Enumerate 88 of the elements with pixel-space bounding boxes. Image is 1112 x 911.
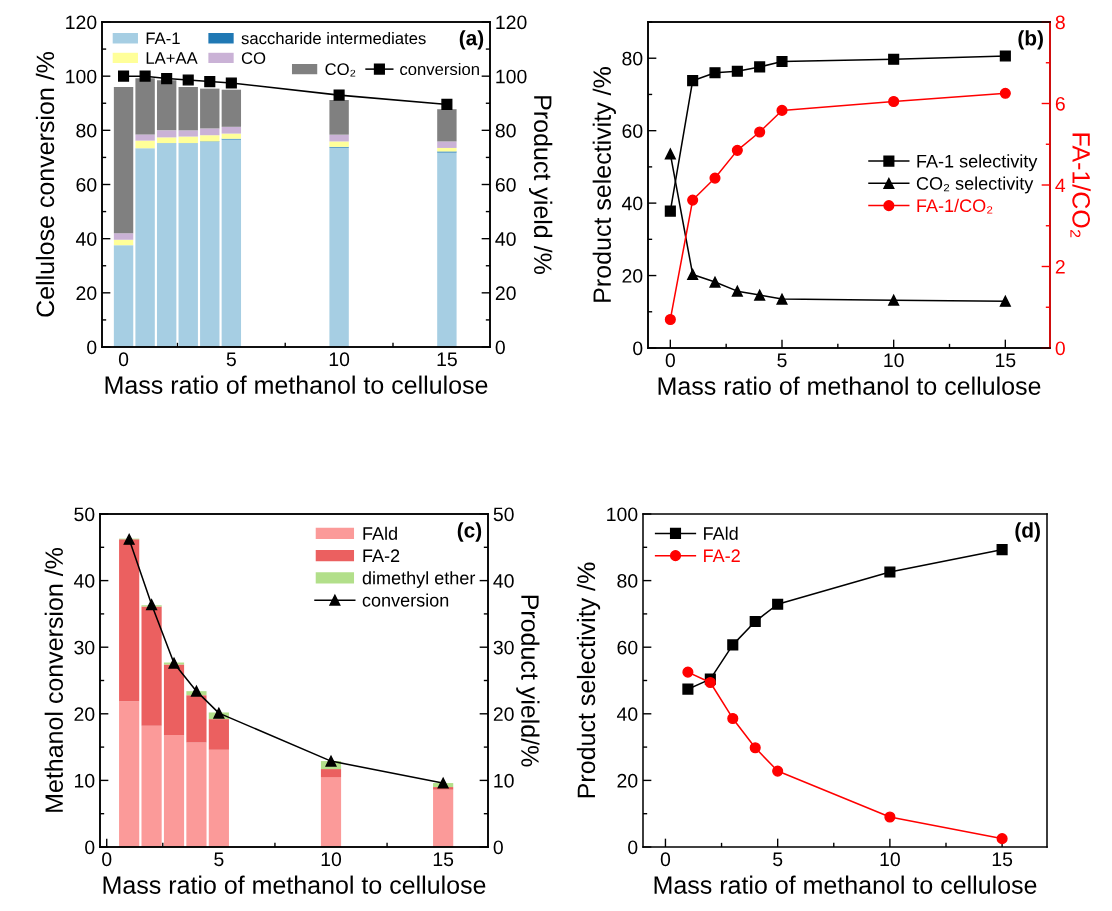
x-tick-label: 10 xyxy=(329,352,350,367)
x-tick-label: 5 xyxy=(777,353,787,368)
x-tick-label: 5 xyxy=(773,852,783,867)
y-tick-label: 100 xyxy=(66,69,97,84)
y2-tick-label: 0 xyxy=(1055,341,1065,356)
annotation: (c) xyxy=(457,522,482,542)
x-tick-label: 10 xyxy=(880,852,900,867)
x-axis-title: Mass ratio of methanol to cellulose xyxy=(105,375,488,394)
x-tick-label: 15 xyxy=(992,852,1013,867)
x-tick-label: 0 xyxy=(665,353,675,368)
legend-label: FAld xyxy=(704,526,738,540)
x-tick-label: 0 xyxy=(660,852,671,867)
y2-tick-label: 0 xyxy=(493,840,503,855)
y-tick-label: 60 xyxy=(622,124,643,138)
y-tick-label: 0 xyxy=(87,340,97,355)
x-tick-label: 10 xyxy=(321,852,342,867)
legend-label: conversion xyxy=(362,593,449,607)
y-tick-label: 40 xyxy=(616,707,638,722)
y2-axis-title: Product yield /% xyxy=(529,96,553,274)
legend-label: conversion xyxy=(400,62,479,76)
y-tick-label: 30 xyxy=(74,640,95,655)
legend-label: dimethyl ether xyxy=(362,571,476,588)
legend-label: FA-2 xyxy=(704,549,740,562)
y-tick-label: 0 xyxy=(628,840,638,855)
x-tick-label: 10 xyxy=(884,353,904,368)
y-tick-label: 20 xyxy=(74,707,95,722)
legend-label: FA-1 xyxy=(146,32,180,45)
y2-tick-label: 2 xyxy=(1055,259,1065,274)
y-tick-label: 40 xyxy=(621,196,643,211)
y2-tick-label: 8 xyxy=(1055,15,1065,30)
x-axis-title: Mass ratio of methanol to cellulose xyxy=(658,376,1041,395)
y2-tick-label: 40 xyxy=(493,574,514,588)
y2-tick-label: 20 xyxy=(493,707,514,722)
legend-label: FA-1/CO₂ xyxy=(917,198,993,214)
y-axis-title: Methanol conversion /% xyxy=(44,547,64,812)
y-tick-label: 0 xyxy=(633,341,643,356)
annotation: (a) xyxy=(459,30,484,50)
x-tick-label: 15 xyxy=(437,352,457,367)
x-tick-label: 15 xyxy=(996,353,1016,368)
legend-label: CO xyxy=(241,52,266,64)
y2-tick-label: 0 xyxy=(495,340,505,355)
y2-tick-label: 80 xyxy=(495,123,516,138)
legend-label: LA+AA xyxy=(146,52,198,64)
y2-tick-label: 10 xyxy=(494,773,514,788)
y2-tick-label: 100 xyxy=(496,69,527,84)
x-tick-label: 5 xyxy=(226,352,236,367)
legend-label: CO₂ xyxy=(325,63,356,77)
y2-tick-label: 4 xyxy=(1055,178,1066,193)
y2-tick-label: 50 xyxy=(493,507,514,522)
y-axis-title: Product selectivity /% xyxy=(576,562,601,798)
y-tick-label: 60 xyxy=(617,640,638,655)
x-tick-label: 0 xyxy=(102,852,112,867)
legend-label: CO₂ selectivity xyxy=(916,176,1034,194)
legend-label: saccharide intermediates xyxy=(241,32,426,45)
x-tick-label: 15 xyxy=(433,852,454,867)
y2-tick-label: 60 xyxy=(495,177,516,192)
y-tick-label: 40 xyxy=(73,574,95,588)
y-tick-label: 20 xyxy=(622,269,643,283)
y-tick-label: 20 xyxy=(76,286,97,301)
legend-label: FAld xyxy=(363,526,397,540)
legend-label: FA-2 xyxy=(363,549,400,562)
x-tick-label: 0 xyxy=(118,352,129,367)
y-tick-label: 100 xyxy=(607,507,638,522)
y2-tick-label: 40 xyxy=(495,232,516,246)
y2-tick-label: 120 xyxy=(496,15,527,30)
y-tick-label: 80 xyxy=(617,574,638,588)
annotation: (d) xyxy=(1015,522,1040,542)
y-tick-label: 60 xyxy=(76,177,97,192)
y-tick-label: 80 xyxy=(76,123,97,138)
y-tick-label: 40 xyxy=(75,232,97,246)
x-axis-title: Mass ratio of methanol to cellulose xyxy=(654,875,1037,894)
y-tick-label: 80 xyxy=(622,51,643,66)
x-tick-label: 5 xyxy=(214,852,224,867)
y2-tick-label: 30 xyxy=(493,640,514,655)
y2-axis-title: Product yield/% xyxy=(516,595,540,767)
y-tick-label: 10 xyxy=(75,773,95,788)
x-axis-title: Mass ratio of methanol to cellulose xyxy=(103,875,486,894)
y-tick-label: 50 xyxy=(74,507,95,522)
y-tick-label: 20 xyxy=(617,773,638,788)
y-tick-label: 0 xyxy=(85,840,95,855)
y-axis-title: Cellulose conversion /% xyxy=(35,51,55,317)
y2-axis-title: FA-1/CO₂ xyxy=(1070,133,1091,238)
legend-label: FA-1 selectivity xyxy=(917,154,1038,172)
y-tick-label: 120 xyxy=(66,15,97,30)
y-axis-title: Product selectivity /% xyxy=(592,67,616,302)
annotation: (b) xyxy=(1018,30,1043,50)
y2-tick-label: 20 xyxy=(495,286,516,301)
y2-tick-label: 6 xyxy=(1055,96,1065,111)
